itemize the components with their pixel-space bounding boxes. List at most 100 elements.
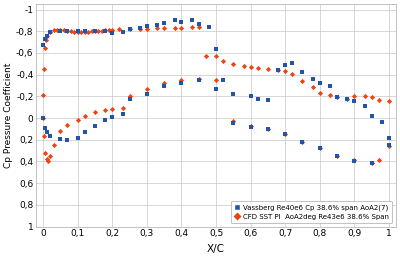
CFD SST PI  AoA2deg Re43e6 38.6% Span — [196, 25, 202, 29]
Vassberg Re40e6 Cp 38.6% span AoA2(7) — [206, 25, 212, 29]
CFD SST PI  AoA2deg Re43e6 38.6% Span — [282, 132, 288, 136]
CFD SST PI  AoA2deg Re43e6 38.6% Span — [50, 28, 57, 32]
CFD SST PI  AoA2deg Re43e6 38.6% Span — [74, 30, 81, 34]
CFD SST PI  AoA2deg Re43e6 38.6% Span — [78, 30, 84, 34]
Vassberg Re40e6 Cp 38.6% span AoA2(7) — [40, 116, 46, 120]
CFD SST PI  AoA2deg Re43e6 38.6% Span — [92, 29, 98, 33]
Vassberg Re40e6 Cp 38.6% span AoA2(7) — [178, 81, 185, 85]
CFD SST PI  AoA2deg Re43e6 38.6% Span — [220, 59, 226, 63]
CFD SST PI  AoA2deg Re43e6 38.6% Span — [316, 91, 323, 95]
Vassberg Re40e6 Cp 38.6% span AoA2(7) — [161, 83, 167, 87]
Vassberg Re40e6 Cp 38.6% span AoA2(7) — [161, 21, 167, 25]
Vassberg Re40e6 Cp 38.6% span AoA2(7) — [43, 130, 50, 134]
CFD SST PI  AoA2deg Re43e6 38.6% Span — [275, 68, 282, 72]
CFD SST PI  AoA2deg Re43e6 38.6% Span — [344, 96, 351, 101]
CFD SST PI  AoA2deg Re43e6 38.6% Span — [92, 109, 98, 114]
CFD SST PI  AoA2deg Re43e6 38.6% Span — [375, 158, 382, 162]
CFD SST PI  AoA2deg Re43e6 38.6% Span — [161, 81, 167, 85]
CFD SST PI  AoA2deg Re43e6 38.6% Span — [116, 27, 122, 31]
CFD SST PI  AoA2deg Re43e6 38.6% Span — [137, 27, 143, 31]
Vassberg Re40e6 Cp 38.6% span AoA2(7) — [368, 114, 375, 118]
CFD SST PI  AoA2deg Re43e6 38.6% Span — [202, 54, 209, 58]
Y-axis label: Cp Pressure Coefficient: Cp Pressure Coefficient — [4, 63, 13, 168]
Vassberg Re40e6 Cp 38.6% span AoA2(7) — [47, 30, 53, 34]
CFD SST PI  AoA2deg Re43e6 38.6% Span — [334, 95, 340, 100]
Vassberg Re40e6 Cp 38.6% span AoA2(7) — [327, 83, 333, 87]
CFD SST PI  AoA2deg Re43e6 38.6% Span — [289, 71, 295, 76]
Vassberg Re40e6 Cp 38.6% span AoA2(7) — [368, 160, 375, 165]
Vassberg Re40e6 Cp 38.6% span AoA2(7) — [189, 18, 195, 22]
CFD SST PI  AoA2deg Re43e6 38.6% Span — [47, 30, 53, 34]
CFD SST PI  AoA2deg Re43e6 38.6% Span — [386, 144, 392, 148]
CFD SST PI  AoA2deg Re43e6 38.6% Span — [126, 27, 133, 31]
Vassberg Re40e6 Cp 38.6% span AoA2(7) — [102, 29, 108, 33]
Vassberg Re40e6 Cp 38.6% span AoA2(7) — [275, 68, 282, 72]
Vassberg Re40e6 Cp 38.6% span AoA2(7) — [362, 104, 368, 108]
CFD SST PI  AoA2deg Re43e6 38.6% Span — [196, 77, 202, 81]
Vassberg Re40e6 Cp 38.6% span AoA2(7) — [196, 22, 202, 26]
Vassberg Re40e6 Cp 38.6% span AoA2(7) — [47, 134, 53, 139]
CFD SST PI  AoA2deg Re43e6 38.6% Span — [102, 108, 108, 112]
X-axis label: X/C: X/C — [207, 244, 225, 254]
Vassberg Re40e6 Cp 38.6% span AoA2(7) — [282, 63, 288, 67]
CFD SST PI  AoA2deg Re43e6 38.6% Span — [44, 34, 50, 38]
CFD SST PI  AoA2deg Re43e6 38.6% Span — [74, 118, 81, 122]
CFD SST PI  AoA2deg Re43e6 38.6% Span — [248, 124, 254, 128]
CFD SST PI  AoA2deg Re43e6 38.6% Span — [240, 64, 247, 68]
Vassberg Re40e6 Cp 38.6% span AoA2(7) — [316, 81, 323, 85]
Vassberg Re40e6 Cp 38.6% span AoA2(7) — [64, 138, 70, 142]
CFD SST PI  AoA2deg Re43e6 38.6% Span — [41, 134, 47, 139]
CFD SST PI  AoA2deg Re43e6 38.6% Span — [178, 26, 185, 30]
Vassberg Re40e6 Cp 38.6% span AoA2(7) — [120, 112, 126, 116]
Vassberg Re40e6 Cp 38.6% span AoA2(7) — [213, 87, 219, 91]
Vassberg Re40e6 Cp 38.6% span AoA2(7) — [310, 77, 316, 81]
CFD SST PI  AoA2deg Re43e6 38.6% Span — [50, 143, 57, 147]
CFD SST PI  AoA2deg Re43e6 38.6% Span — [64, 123, 70, 127]
CFD SST PI  AoA2deg Re43e6 38.6% Span — [43, 38, 49, 42]
CFD SST PI  AoA2deg Re43e6 38.6% Span — [109, 107, 116, 111]
Vassberg Re40e6 Cp 38.6% span AoA2(7) — [351, 99, 358, 103]
Vassberg Re40e6 Cp 38.6% span AoA2(7) — [42, 126, 48, 130]
Vassberg Re40e6 Cp 38.6% span AoA2(7) — [178, 19, 185, 23]
CFD SST PI  AoA2deg Re43e6 38.6% Span — [351, 158, 358, 162]
CFD SST PI  AoA2deg Re43e6 38.6% Span — [375, 98, 382, 102]
CFD SST PI  AoA2deg Re43e6 38.6% Span — [61, 28, 67, 32]
CFD SST PI  AoA2deg Re43e6 38.6% Span — [171, 26, 178, 30]
Vassberg Re40e6 Cp 38.6% span AoA2(7) — [144, 24, 150, 28]
CFD SST PI  AoA2deg Re43e6 38.6% Span — [40, 116, 46, 120]
Vassberg Re40e6 Cp 38.6% span AoA2(7) — [64, 29, 70, 33]
Vassberg Re40e6 Cp 38.6% span AoA2(7) — [248, 125, 254, 129]
Vassberg Re40e6 Cp 38.6% span AoA2(7) — [42, 37, 48, 41]
CFD SST PI  AoA2deg Re43e6 38.6% Span — [154, 26, 160, 30]
Vassberg Re40e6 Cp 38.6% span AoA2(7) — [379, 120, 385, 124]
CFD SST PI  AoA2deg Re43e6 38.6% Span — [102, 28, 108, 32]
CFD SST PI  AoA2deg Re43e6 38.6% Span — [88, 29, 95, 33]
CFD SST PI  AoA2deg Re43e6 38.6% Span — [368, 160, 375, 165]
CFD SST PI  AoA2deg Re43e6 38.6% Span — [85, 30, 91, 34]
CFD SST PI  AoA2deg Re43e6 38.6% Span — [213, 78, 219, 82]
Vassberg Re40e6 Cp 38.6% span AoA2(7) — [137, 26, 143, 30]
Vassberg Re40e6 Cp 38.6% span AoA2(7) — [213, 47, 219, 51]
Vassberg Re40e6 Cp 38.6% span AoA2(7) — [92, 124, 98, 128]
Vassberg Re40e6 Cp 38.6% span AoA2(7) — [74, 29, 81, 33]
CFD SST PI  AoA2deg Re43e6 38.6% Span — [161, 26, 167, 30]
Vassberg Re40e6 Cp 38.6% span AoA2(7) — [171, 18, 178, 22]
CFD SST PI  AoA2deg Re43e6 38.6% Span — [106, 28, 112, 32]
Vassberg Re40e6 Cp 38.6% span AoA2(7) — [344, 96, 351, 101]
CFD SST PI  AoA2deg Re43e6 38.6% Span — [42, 45, 48, 50]
CFD SST PI  AoA2deg Re43e6 38.6% Span — [310, 85, 316, 89]
Vassberg Re40e6 Cp 38.6% span AoA2(7) — [102, 118, 108, 122]
Vassberg Re40e6 Cp 38.6% span AoA2(7) — [40, 43, 46, 47]
CFD SST PI  AoA2deg Re43e6 38.6% Span — [42, 151, 48, 155]
CFD SST PI  AoA2deg Re43e6 38.6% Span — [99, 29, 105, 33]
Vassberg Re40e6 Cp 38.6% span AoA2(7) — [220, 78, 226, 82]
CFD SST PI  AoA2deg Re43e6 38.6% Span — [82, 114, 88, 118]
CFD SST PI  AoA2deg Re43e6 38.6% Span — [43, 157, 50, 161]
Vassberg Re40e6 Cp 38.6% span AoA2(7) — [109, 115, 116, 119]
CFD SST PI  AoA2deg Re43e6 38.6% Span — [254, 66, 261, 70]
CFD SST PI  AoA2deg Re43e6 38.6% Span — [316, 146, 323, 150]
CFD SST PI  AoA2deg Re43e6 38.6% Span — [230, 62, 236, 66]
CFD SST PI  AoA2deg Re43e6 38.6% Span — [334, 154, 340, 158]
CFD SST PI  AoA2deg Re43e6 38.6% Span — [57, 129, 64, 133]
CFD SST PI  AoA2deg Re43e6 38.6% Span — [144, 27, 150, 31]
